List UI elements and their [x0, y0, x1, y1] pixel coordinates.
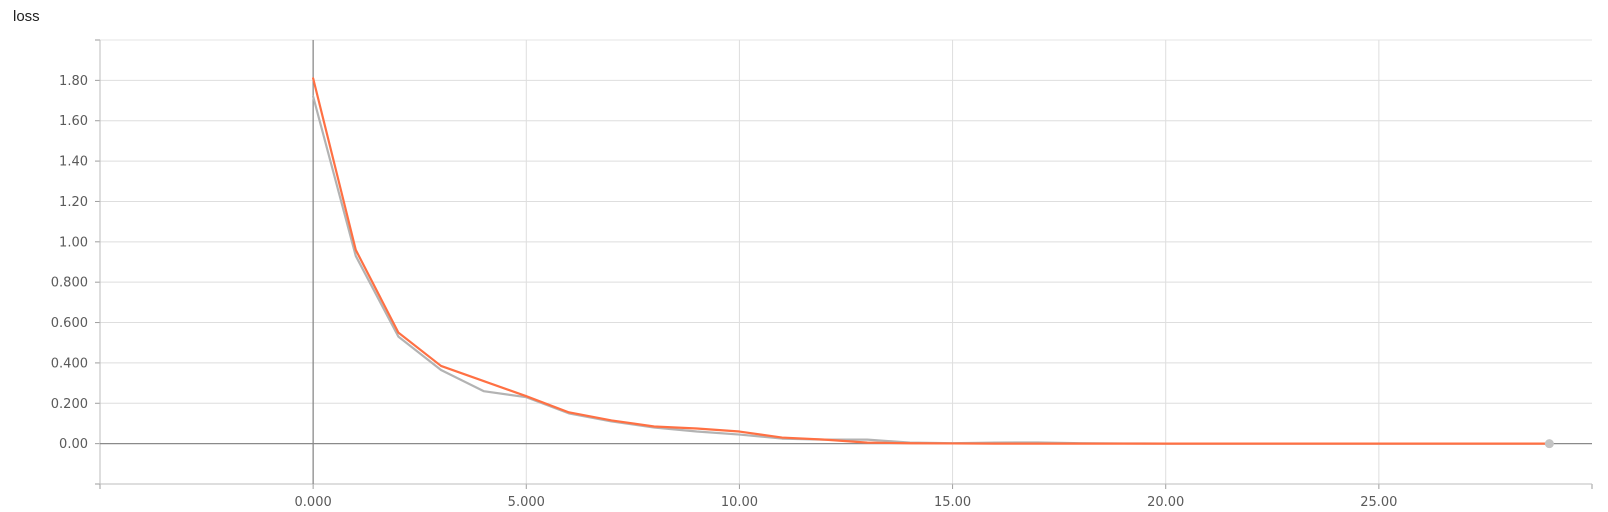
- x-tick-label: 15.00: [934, 495, 971, 510]
- series-layer: [312, 77, 1551, 445]
- marker-layer: [1544, 439, 1554, 449]
- y-tick-label: 0.400: [51, 356, 88, 371]
- y-tick-label: 0.800: [51, 276, 88, 291]
- y-tick-label: 1.00: [59, 235, 88, 250]
- chart-title: loss: [13, 8, 40, 25]
- series-line-0: [312, 77, 1551, 445]
- y-tick-label: 0.200: [51, 397, 88, 412]
- y-tick-label: 1.80: [59, 74, 88, 89]
- grid-layer: [100, 39, 1592, 484]
- x-tick-label: 0.000: [295, 495, 332, 510]
- y-tick-label: 0.00: [59, 437, 88, 452]
- tick-label-layer: 0.00 0.200 0.400 0.600 0.800 1.00 1.20 1.40 1.60…: [51, 74, 1398, 510]
- series-end-marker: [1544, 439, 1554, 449]
- y-tick-label: 0.600: [51, 316, 88, 331]
- x-tick-label: 5.000: [508, 495, 545, 510]
- y-tick-label: 1.40: [59, 155, 88, 170]
- x-tick-label: 10.00: [721, 495, 758, 510]
- x-tick-label: 25.00: [1360, 495, 1397, 510]
- y-tick-label: 1.60: [59, 114, 88, 129]
- axis-layer: [95, 39, 1593, 489]
- y-tick-label: 1.20: [59, 195, 88, 210]
- x-tick-label: 20.00: [1147, 495, 1184, 510]
- series-line-1: [312, 95, 1551, 445]
